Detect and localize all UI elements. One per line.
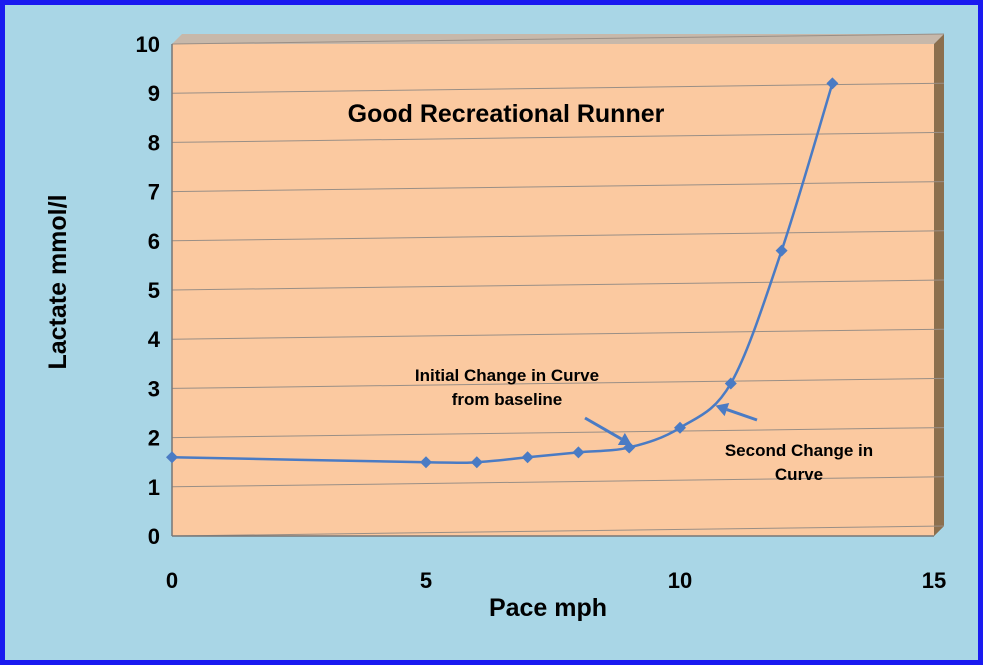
chart-title: Good Recreational Runner	[348, 100, 665, 128]
y-tick-label: 7	[148, 180, 160, 205]
gridline-y	[171, 377, 945, 389]
annotation-arrow-initial-shaft	[584, 416, 623, 441]
data-point-marker	[470, 456, 483, 469]
plot-wall-right	[934, 34, 944, 536]
y-tick-label: 5	[148, 278, 160, 303]
annotation-arrow-initial-head	[617, 432, 632, 446]
x-axis-title: Pace mph	[489, 594, 607, 622]
x-tick-label: 10	[668, 568, 692, 593]
gridline-y	[171, 82, 945, 94]
annotation-arrow-second-head	[715, 402, 730, 417]
data-point-marker	[724, 377, 737, 390]
gridline-y	[171, 476, 945, 488]
annotation-initial-change: from baseline	[452, 390, 563, 409]
data-point-marker	[826, 77, 839, 90]
x-tick-label: 5	[420, 568, 432, 593]
gridline-y	[171, 181, 945, 193]
gridline-y	[171, 131, 945, 143]
annotation-second-change: Curve	[775, 465, 823, 484]
y-tick-label: 8	[148, 130, 160, 155]
gridline-y	[171, 33, 945, 45]
gridline-y	[171, 525, 945, 537]
gridline-y	[171, 427, 945, 439]
data-point-marker	[674, 421, 686, 434]
annotation-arrow-second-shaft	[726, 408, 758, 422]
y-tick-label: 6	[148, 229, 160, 254]
annotation-second-change: Second Change in	[725, 441, 873, 460]
x-tick-label: 15	[922, 568, 946, 593]
y-tick-label: 4	[148, 327, 161, 352]
y-axis-title: Lactate mmol/l	[44, 194, 72, 369]
data-point-marker	[420, 456, 432, 469]
annotation-initial-change: Initial Change in Curve	[415, 366, 599, 385]
x-tick-label: 0	[166, 568, 178, 593]
y-tick-label: 2	[148, 426, 160, 451]
data-point-marker	[521, 451, 534, 464]
gridline-y	[171, 279, 945, 291]
data-point-marker	[775, 244, 788, 257]
data-point-marker	[572, 446, 585, 459]
y-tick-label: 0	[148, 524, 160, 549]
data-point-marker	[166, 451, 178, 464]
gridline-y	[171, 230, 945, 242]
y-tick-label: 3	[148, 376, 160, 401]
y-tick-label: 10	[136, 32, 160, 57]
y-tick-label: 1	[148, 475, 160, 500]
y-tick-label: 9	[148, 81, 160, 106]
gridline-y	[171, 328, 945, 340]
